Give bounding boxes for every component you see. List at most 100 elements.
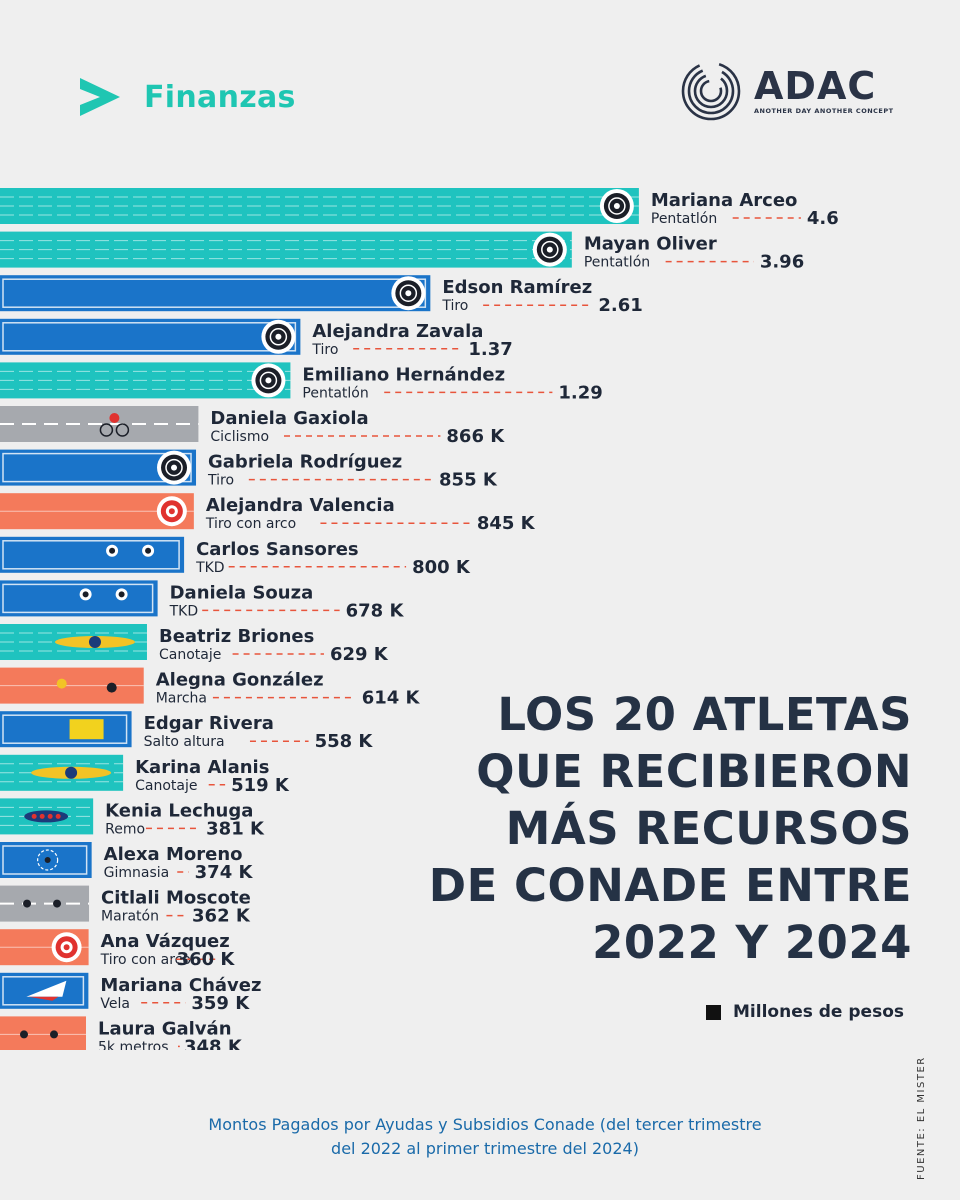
logo-tagline: ANOTHER DAY ANOTHER CONCEPT xyxy=(754,107,894,115)
headline-line: DE CONADE ENTRE xyxy=(428,859,912,912)
athlete-name: Daniela Souza xyxy=(170,582,314,603)
value-label: 2.61 xyxy=(598,295,642,316)
sport-label: Canotaje xyxy=(159,647,221,663)
sport-label: Ciclismo xyxy=(210,429,269,445)
athlete-name: Citlali Moscote xyxy=(101,888,251,909)
source-line: Montos Pagados por Ayudas y Subsidios Co… xyxy=(208,1115,762,1134)
gymnast-icon xyxy=(37,849,59,871)
rowing-boat-icon xyxy=(24,810,69,823)
target-icon xyxy=(251,363,286,398)
legend: Millones de pesos xyxy=(706,1002,904,1022)
bar xyxy=(0,1016,86,1050)
logo-name: ADAC xyxy=(754,64,877,108)
section-header: Finanzas xyxy=(78,74,296,120)
sport-label: Marcha xyxy=(156,691,207,707)
source-credit: FUENTE: EL MISTER xyxy=(916,1056,927,1180)
value-label: 558 K xyxy=(315,731,374,752)
sport-label: Tiro con arco xyxy=(205,516,296,532)
athlete-name: Mariana Chávez xyxy=(100,975,261,996)
sport-label: Vela xyxy=(100,996,130,1012)
value-label: 800 K xyxy=(412,557,471,578)
runner-icon xyxy=(20,1030,58,1039)
archery-target-icon xyxy=(156,496,187,527)
value-label: 381 K xyxy=(206,818,265,839)
value-label: 845 K xyxy=(477,513,536,534)
lane-border xyxy=(2,583,154,614)
athlete-name: Emiliano Hernández xyxy=(302,364,505,385)
athlete-name: Carlos Sansores xyxy=(196,539,359,560)
athlete-name: Edgar Rivera xyxy=(144,713,274,734)
target-icon xyxy=(532,232,567,267)
walker-icon xyxy=(56,678,117,693)
athlete-name: Beatriz Briones xyxy=(159,626,314,647)
source-line: del 2022 al primer trimestre del 2024) xyxy=(331,1139,639,1158)
chevron-right-icon xyxy=(80,78,120,116)
spiral-logo-icon xyxy=(681,61,741,121)
target-icon xyxy=(157,450,192,485)
value-label: 519 K xyxy=(231,775,290,796)
high-jump-mat-icon xyxy=(69,719,104,740)
value-label: 855 K xyxy=(439,470,498,491)
value-label: 678 K xyxy=(346,600,405,621)
athlete-name: Karina Alanis xyxy=(135,757,269,778)
sport-label: 5k metros xyxy=(98,1039,169,1050)
athlete-name: Daniela Gaxiola xyxy=(210,408,368,429)
sport-label: Gimnasia xyxy=(104,865,170,881)
target-icon xyxy=(261,319,296,354)
athlete-name: Gabriela Rodríguez xyxy=(208,452,402,473)
target-icon xyxy=(391,276,426,311)
lane-border xyxy=(2,714,128,744)
sport-label: Tiro xyxy=(311,342,338,358)
lane-border xyxy=(2,845,88,875)
kayak-icon xyxy=(31,766,112,779)
sport-label: Remo xyxy=(105,821,145,837)
sport-label: Pentatlón xyxy=(651,211,717,227)
sport-label: Pentatlón xyxy=(302,385,368,401)
source-note: Montos Pagados por Ayudas y Subsidios Co… xyxy=(120,1113,850,1161)
value-label: 374 K xyxy=(195,862,254,883)
section-title: Finanzas xyxy=(144,79,296,115)
athlete-name: Alejandra Valencia xyxy=(206,495,395,516)
value-label: 629 K xyxy=(330,644,389,665)
bar xyxy=(0,318,301,355)
lane-border xyxy=(2,976,85,1006)
headline-line: LOS 20 ATLETAS xyxy=(497,688,912,741)
sport-label: TKD xyxy=(169,603,199,619)
value-label: 348 K xyxy=(184,1036,243,1050)
legend-swatch xyxy=(706,1004,722,1020)
value-label: 866 K xyxy=(446,426,505,447)
value-label: 3.96 xyxy=(760,252,804,273)
headline-line: MÁS RECURSOS xyxy=(505,802,912,855)
athlete-name: Mariana Arceo xyxy=(651,190,798,211)
lane-border xyxy=(2,540,180,570)
value-label: 4.6 xyxy=(807,208,839,229)
athlete-name: Laura Galván xyxy=(98,1018,232,1039)
bar xyxy=(0,536,185,573)
sailboat-icon xyxy=(26,980,67,1001)
cyclist-icon xyxy=(99,413,130,437)
value-label: 360 K xyxy=(177,949,236,970)
athlete-name: Alejandra Zavala xyxy=(312,321,483,342)
sport-label: Maratón xyxy=(101,909,159,925)
athlete-name: Mayan Oliver xyxy=(584,234,717,255)
sport-label: Salto altura xyxy=(144,734,225,750)
kayak-icon xyxy=(54,636,135,648)
bar xyxy=(0,580,158,617)
